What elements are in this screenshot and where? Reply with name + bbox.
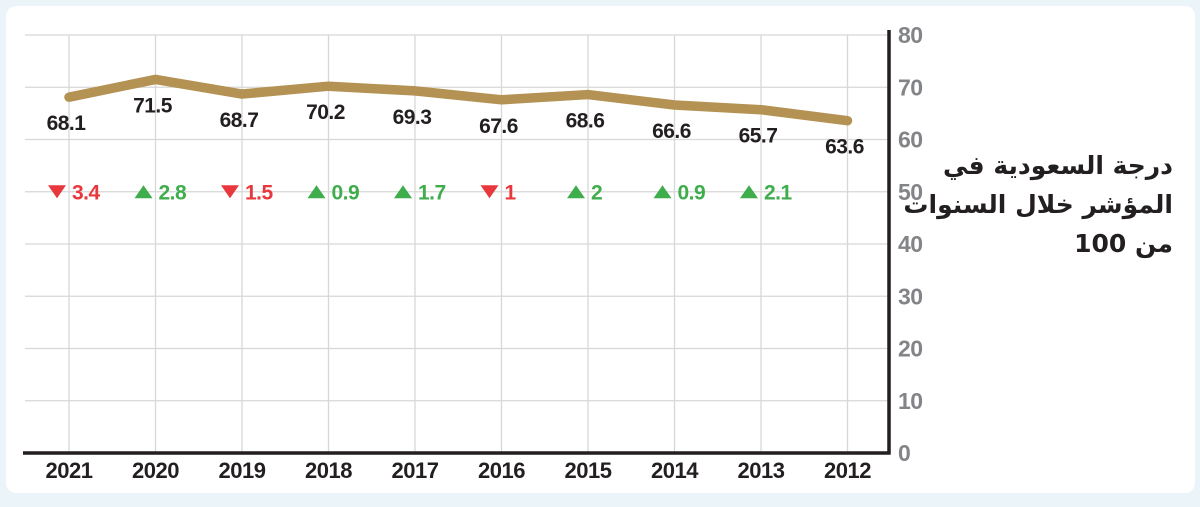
year-label: 2021	[46, 458, 93, 483]
y-tick-label: 60	[898, 127, 923, 153]
series-layer	[64, 74, 853, 126]
y-tick-label: 40	[898, 231, 923, 257]
grid-layer	[25, 34, 889, 453]
triangle-down-icon	[48, 185, 66, 199]
year-label: 2012	[824, 458, 871, 483]
triangle-up-icon	[567, 185, 585, 199]
delta-value: 2	[591, 181, 602, 204]
y-tick-label: 30	[898, 283, 923, 309]
value-label: 66.6	[652, 120, 691, 143]
delta-value: 0.9	[678, 181, 706, 204]
triangle-up-icon	[653, 185, 672, 199]
value-label: 67.6	[479, 115, 518, 138]
y-tick-label: 50	[898, 179, 923, 205]
delta-marker: 2	[567, 181, 603, 204]
delta-value: 2.1	[764, 181, 793, 204]
year-label: 2016	[478, 458, 525, 483]
value-label: 68.6	[566, 110, 605, 133]
triangle-up-icon	[307, 185, 326, 199]
value-label: 68.1	[47, 112, 87, 135]
year-label: 2015	[565, 458, 612, 483]
year-label: 2014	[651, 458, 699, 483]
y-tick-label: 0	[898, 440, 910, 466]
value-label: 68.7	[220, 109, 259, 132]
value-label: 70.2	[306, 101, 345, 124]
delta-marker: 1	[480, 181, 517, 204]
triangle-down-icon	[480, 185, 499, 199]
y-tick-label: 80	[898, 22, 923, 48]
triangle-up-icon	[394, 185, 412, 199]
year-label: 2017	[392, 458, 439, 483]
delta-value: 3.4	[72, 181, 101, 204]
value-label: 63.6	[825, 136, 864, 159]
delta-value: 1.7	[418, 181, 446, 204]
triangle-up-icon	[134, 185, 153, 199]
annotation-line-3: من 100	[1074, 229, 1173, 258]
delta-value: 1	[505, 181, 517, 204]
value-label: 69.3	[393, 106, 432, 129]
chart-title-annotation: درجة السعودية في المؤشر خلال السنوات من …	[853, 146, 1173, 263]
delta-value: 1.5	[245, 181, 274, 204]
y-tick-label: 20	[898, 336, 923, 362]
year-label: 2018	[305, 458, 352, 483]
annotation-line-1: درجة السعودية في	[942, 151, 1173, 180]
y-tick-label: 10	[898, 388, 923, 414]
delta-marker: 0.9	[653, 181, 706, 204]
y-tick-label: 70	[898, 74, 923, 100]
delta-marker: 3.4	[48, 181, 101, 204]
delta-marker: 1.5	[221, 181, 274, 204]
triangle-up-icon	[740, 185, 758, 199]
series-line	[64, 74, 853, 126]
delta-marker: 2.8	[134, 181, 188, 204]
delta-value: 2.8	[159, 181, 188, 204]
delta-value: 0.9	[332, 181, 360, 204]
year-label: 2020	[132, 458, 179, 483]
value-label: 65.7	[739, 125, 778, 148]
delta-marker: 1.7	[394, 181, 446, 204]
value-label: 71.5	[133, 94, 173, 117]
triangle-down-icon	[221, 185, 239, 199]
label-layer: 0 10 20 30 40 50 60 70 80 2021 2020 2019 2018 2017 201…	[46, 22, 924, 483]
delta-marker: 0.9	[307, 181, 360, 204]
axis-layer	[23, 30, 891, 455]
year-label: 2019	[219, 458, 266, 483]
annotation-line-2: المؤشر خلال السنوات	[903, 190, 1173, 219]
delta-marker: 2.1	[740, 181, 793, 204]
year-label: 2013	[738, 458, 785, 483]
